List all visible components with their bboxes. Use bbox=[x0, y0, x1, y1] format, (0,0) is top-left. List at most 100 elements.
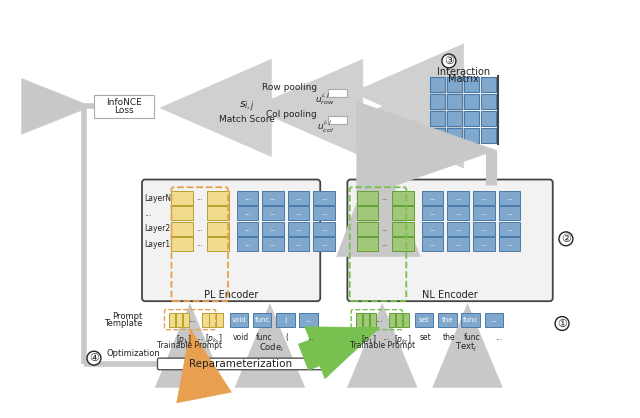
Text: func: func bbox=[255, 317, 270, 323]
Bar bbox=[422, 191, 444, 205]
Text: Matrix: Matrix bbox=[448, 74, 479, 84]
Text: ...: ... bbox=[196, 241, 203, 247]
Text: $[p_1]$: $[p_1]$ bbox=[361, 333, 377, 346]
Text: Code$_i$: Code$_i$ bbox=[259, 341, 284, 354]
Text: Trainable Prompt: Trainable Prompt bbox=[157, 341, 223, 350]
Text: ...: ... bbox=[269, 195, 276, 201]
Bar bbox=[447, 128, 462, 143]
Bar bbox=[430, 77, 445, 92]
Bar bbox=[461, 313, 480, 326]
Bar bbox=[481, 94, 496, 109]
Bar bbox=[288, 191, 309, 205]
Text: ①: ① bbox=[557, 319, 567, 329]
Bar bbox=[313, 191, 335, 205]
Bar bbox=[313, 206, 335, 220]
Bar bbox=[473, 237, 495, 251]
Text: ...: ... bbox=[295, 210, 302, 217]
Bar bbox=[447, 191, 469, 205]
Bar bbox=[447, 222, 469, 236]
Text: $[p_1]$: $[p_1]$ bbox=[176, 333, 192, 346]
Bar bbox=[313, 237, 335, 251]
Text: ...: ... bbox=[455, 226, 461, 232]
Bar bbox=[499, 237, 520, 251]
Text: Layer2: Layer2 bbox=[145, 224, 170, 233]
Bar bbox=[465, 94, 479, 109]
Text: ...: ... bbox=[381, 195, 388, 201]
Text: Layer1: Layer1 bbox=[145, 240, 170, 249]
Bar bbox=[447, 77, 462, 92]
Text: void: void bbox=[232, 317, 246, 323]
Bar bbox=[172, 222, 193, 236]
Bar bbox=[356, 206, 378, 220]
Text: ...: ... bbox=[244, 210, 251, 217]
Text: $u_{col}^{i,j}$: $u_{col}^{i,j}$ bbox=[317, 118, 333, 135]
Bar bbox=[473, 206, 495, 220]
Bar bbox=[473, 222, 495, 236]
Text: ...: ... bbox=[429, 195, 436, 201]
Bar bbox=[422, 206, 444, 220]
Text: ...: ... bbox=[375, 315, 383, 324]
Text: LayerN: LayerN bbox=[145, 194, 172, 202]
Bar bbox=[328, 89, 348, 97]
Text: set: set bbox=[419, 317, 429, 323]
Bar bbox=[288, 222, 309, 236]
Text: ...: ... bbox=[196, 333, 204, 342]
Bar bbox=[328, 116, 348, 124]
Text: ...: ... bbox=[381, 226, 388, 232]
Bar bbox=[356, 237, 378, 251]
Text: $u_{row}^{i,j}$: $u_{row}^{i,j}$ bbox=[316, 92, 335, 107]
Bar bbox=[422, 237, 444, 251]
Text: ...: ... bbox=[481, 226, 487, 232]
Text: ...: ... bbox=[506, 226, 513, 232]
Text: InfoNCE: InfoNCE bbox=[106, 98, 142, 107]
Bar bbox=[484, 313, 503, 326]
Text: ...: ... bbox=[506, 241, 513, 247]
Bar bbox=[447, 111, 462, 126]
Bar bbox=[262, 222, 284, 236]
Text: ...: ... bbox=[196, 195, 203, 201]
Text: ④: ④ bbox=[89, 353, 99, 363]
Bar bbox=[172, 191, 193, 205]
Bar bbox=[207, 237, 229, 251]
Text: ...: ... bbox=[244, 241, 251, 247]
Text: ...: ... bbox=[481, 210, 487, 217]
Bar bbox=[237, 237, 259, 251]
Circle shape bbox=[442, 54, 456, 68]
Text: the: the bbox=[442, 317, 453, 323]
Bar bbox=[262, 206, 284, 220]
Bar bbox=[356, 191, 378, 205]
FancyBboxPatch shape bbox=[348, 179, 553, 301]
Text: ②: ② bbox=[561, 234, 571, 244]
Text: ...: ... bbox=[321, 210, 328, 217]
Bar bbox=[447, 94, 462, 109]
Bar bbox=[430, 111, 445, 126]
Text: $[p_{kr}]$: $[p_{kr}]$ bbox=[394, 333, 412, 346]
Bar bbox=[430, 94, 445, 109]
Bar bbox=[237, 222, 259, 236]
Text: ...: ... bbox=[145, 209, 152, 218]
Bar bbox=[183, 313, 189, 326]
Bar bbox=[176, 313, 182, 326]
Bar bbox=[300, 313, 318, 326]
Bar bbox=[481, 128, 496, 143]
Bar bbox=[169, 313, 175, 326]
Bar bbox=[207, 222, 229, 236]
Text: Match Score: Match Score bbox=[219, 115, 275, 124]
Text: Interaction: Interaction bbox=[436, 67, 490, 77]
Bar bbox=[172, 206, 193, 220]
Bar bbox=[288, 237, 309, 251]
Text: ...: ... bbox=[506, 210, 513, 217]
Bar bbox=[262, 191, 284, 205]
Text: ...: ... bbox=[455, 241, 461, 247]
Bar bbox=[276, 313, 294, 326]
Text: ...: ... bbox=[495, 333, 502, 342]
Bar bbox=[216, 313, 223, 326]
Text: Col pooling: Col pooling bbox=[266, 110, 317, 119]
Text: void: void bbox=[232, 333, 248, 342]
Bar bbox=[262, 237, 284, 251]
Text: ...: ... bbox=[383, 333, 390, 342]
Text: $[p_{k_0}]$: $[p_{k_0}]$ bbox=[205, 333, 223, 346]
Text: ...: ... bbox=[455, 210, 461, 217]
Text: ...: ... bbox=[321, 241, 328, 247]
Bar bbox=[465, 77, 479, 92]
